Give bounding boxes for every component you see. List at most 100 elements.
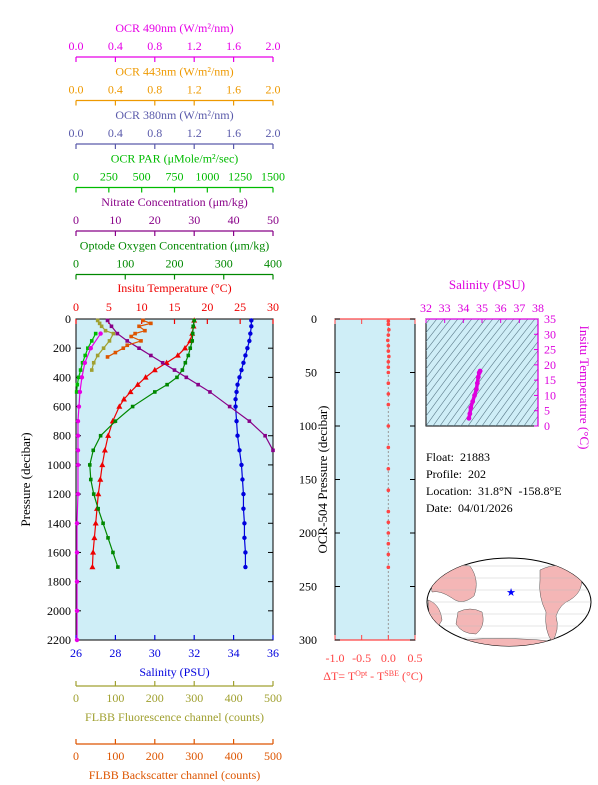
data-point	[248, 331, 253, 336]
density-contour	[426, 319, 473, 379]
ts-y-tick-label: 5	[544, 404, 550, 418]
axis-tick-label: 0	[73, 300, 79, 314]
data-point	[247, 338, 252, 344]
density-contour	[516, 396, 538, 426]
data-point	[75, 433, 81, 438]
axis-tick-label: 100	[106, 691, 124, 705]
axis-tick-label: 1.2	[187, 83, 202, 97]
data-point	[120, 396, 127, 402]
axis-tick-label: 10	[136, 300, 148, 314]
axis-nitrate: 0 10 20 30 40 50 Nitrate Concentration (μm/kg)	[73, 195, 279, 236]
data-point	[143, 328, 147, 333]
data-point	[149, 353, 153, 358]
world-map: ★	[426, 557, 592, 647]
axis-tick-label: 0	[73, 691, 79, 705]
data-point	[113, 419, 118, 423]
data-point	[74, 521, 80, 526]
delta-t-label-part: - T	[367, 669, 385, 683]
density-contour	[446, 319, 529, 426]
ts-x-tick-label: 35	[476, 301, 488, 315]
data-point	[89, 339, 94, 343]
axis-ocr490: 0.0 0.4 0.8 1.2 1.6 2.0 OCR 490nm (W/m²/nm)	[69, 21, 281, 62]
data-point	[95, 318, 100, 323]
data-point	[249, 324, 254, 329]
y-tick-label: 400	[53, 370, 71, 384]
y-tick-label: 1200	[47, 487, 71, 501]
axis-tick-label: 100	[116, 257, 134, 271]
data-point	[192, 318, 196, 323]
data-point	[107, 339, 112, 343]
data-point	[234, 389, 239, 395]
axis-title: Nitrate Concentration (μm/kg)	[101, 195, 247, 209]
data-point	[90, 549, 97, 555]
axis-oxygen: 0 100 200 300 400 Optode Oxygen Concentration…	[73, 239, 282, 280]
density-contour	[474, 341, 538, 426]
delta-t-point	[386, 381, 391, 386]
ts-point	[468, 405, 474, 411]
data-point	[245, 345, 250, 351]
data-point	[175, 375, 179, 380]
y-tick-label: 1600	[47, 545, 71, 559]
data-point	[191, 324, 196, 329]
data-point	[74, 608, 80, 614]
delta-t-point	[386, 360, 391, 364]
data-point	[80, 360, 85, 365]
delta-t-y-tick-label: 0	[311, 312, 317, 326]
data-point	[249, 318, 254, 323]
data-point	[149, 321, 153, 326]
data-point	[137, 324, 141, 329]
axis-tick-label: 1000	[195, 170, 219, 184]
delta-t-y-tick-label: 150	[299, 473, 317, 487]
date: Date: 04/01/2026	[426, 501, 513, 515]
data-point	[151, 366, 158, 373]
data-point	[129, 334, 133, 339]
data-point	[240, 477, 245, 482]
data-point	[101, 346, 106, 350]
data-point	[113, 350, 118, 355]
axis-tick-label: 2.0	[266, 126, 281, 140]
data-point	[79, 375, 85, 380]
axis-title: FLBB Fluorescence channel (counts)	[85, 710, 264, 724]
data-point	[237, 375, 242, 380]
data-point	[98, 331, 103, 336]
axis-tick-label: 20	[149, 213, 161, 227]
density-contours	[426, 319, 538, 426]
delta-t-label-part: SBE	[384, 669, 399, 678]
density-contour	[523, 405, 538, 426]
data-point	[82, 360, 88, 365]
density-contour	[453, 319, 536, 426]
axis-tick-label: 500	[264, 749, 282, 763]
axis-title: OCR 380nm (W/m²/nm)	[115, 108, 233, 122]
data-point	[75, 462, 81, 468]
delta-t-point	[387, 354, 391, 359]
series-salinity	[233, 318, 254, 570]
delta-t-y-tick-label: 250	[299, 580, 317, 594]
data-point	[83, 353, 87, 358]
y-tick-label: 200	[53, 341, 71, 355]
delta-t-x-axis-label: ΔT= TOpt - TSBE (°C)	[323, 669, 423, 684]
axis-tick-label: 400	[225, 749, 243, 763]
axis-tick-label: 200	[166, 257, 184, 271]
data-point	[95, 490, 102, 497]
axis-tick-label: 300	[185, 691, 203, 705]
density-contour	[460, 323, 538, 426]
y-tick-label: 2200	[47, 633, 71, 647]
data-point	[234, 418, 239, 424]
density-contour	[481, 350, 538, 426]
axis-tick-label: 0.0	[69, 39, 84, 53]
axis-tick-label: 500	[133, 170, 151, 184]
main-plot-area	[75, 318, 274, 641]
y-tick-label: 1000	[47, 458, 71, 472]
data-point	[74, 390, 79, 394]
delta-t-point	[386, 531, 391, 535]
delta-t-point	[386, 338, 390, 343]
data-point	[87, 463, 92, 467]
axis-ocr443: 0.0 0.4 0.8 1.2 1.6 2.0 OCR 443nm (W/m²/nm)	[69, 65, 281, 106]
data-point	[105, 355, 110, 359]
ts-x-axis-label: Salinity (PSU)	[449, 277, 525, 292]
data-point	[92, 520, 99, 526]
data-point	[95, 353, 100, 358]
axis-tick-label: 34	[228, 646, 240, 660]
density-contour	[432, 319, 515, 426]
